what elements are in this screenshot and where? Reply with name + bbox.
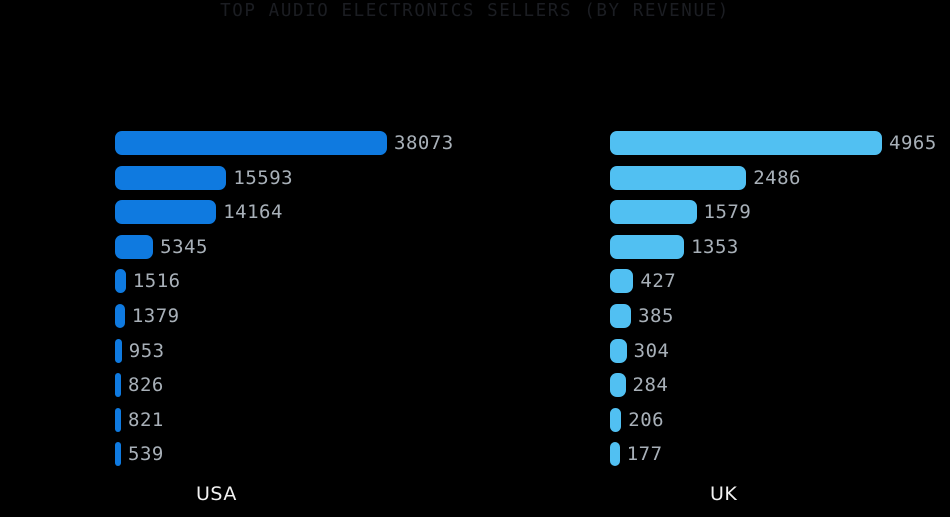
bar[interactable] (610, 338, 627, 363)
bar-value-label: 284 (632, 374, 669, 397)
bar-value-label: 4965 (889, 132, 937, 154)
bar[interactable] (115, 131, 387, 155)
bar-value-label: 206 (628, 408, 665, 431)
bar[interactable] (610, 442, 620, 467)
bar[interactable] (115, 373, 121, 398)
bar-row: 385 (610, 304, 673, 328)
bar-row: 38073 (115, 131, 453, 155)
bar-value-label: 385 (638, 305, 674, 327)
bar-value-label: 304 (633, 339, 670, 362)
bar[interactable] (610, 373, 626, 398)
chart-panel-uk: 4965 2486 1579 1353 427 385 304 284 206 177 (495, 0, 950, 517)
bar-value-label: 1379 (131, 305, 180, 327)
bar-value-label: 539 (128, 443, 164, 466)
bar-row: 1579 (610, 200, 751, 225)
bar-row: 953 (115, 338, 164, 363)
bar-row: 4965 (610, 131, 936, 155)
bar-value-label: 2486 (753, 166, 801, 189)
bar-row: 14164 (115, 200, 282, 225)
bar[interactable] (115, 269, 126, 294)
bar-row: 15593 (115, 165, 293, 190)
bar[interactable] (610, 407, 622, 432)
bar-row: 2486 (610, 165, 800, 190)
bar-value-label: 427 (640, 270, 677, 293)
bar-value-label: 826 (128, 374, 164, 397)
bar[interactable] (610, 304, 632, 328)
bar-row: 177 (610, 442, 662, 467)
bar-value-label: 821 (128, 408, 164, 431)
bar-row: 5345 (115, 234, 207, 259)
bar-row: 821 (115, 407, 163, 432)
bar-value-label: 177 (626, 443, 663, 466)
bar-value-label: 14164 (223, 201, 283, 224)
bar-row: 206 (610, 407, 664, 432)
bar[interactable] (610, 269, 634, 294)
bar[interactable] (115, 234, 154, 259)
bar[interactable] (610, 165, 747, 190)
bar-value-label: 38073 (394, 132, 454, 154)
bar-value-label: 1353 (691, 235, 739, 258)
bar[interactable] (610, 234, 685, 259)
bar[interactable] (610, 200, 697, 225)
bar-value-label: 5345 (160, 235, 208, 258)
bar[interactable] (115, 338, 122, 363)
bar-row: 826 (115, 373, 163, 398)
bar-row: 1353 (610, 234, 738, 259)
bar-row: 304 (610, 338, 669, 363)
bar-value-label: 1516 (132, 270, 181, 293)
bar[interactable] (115, 165, 227, 190)
bar-row: 284 (610, 373, 668, 398)
bar-value-label: 1579 (703, 201, 752, 224)
bar[interactable] (115, 442, 121, 467)
bar[interactable] (610, 131, 882, 155)
chart-title: TOP AUDIO ELECTRONICS SELLERS (BY REVENU… (220, 1, 730, 21)
bar-value-label: 953 (128, 339, 165, 362)
bar[interactable] (115, 200, 217, 225)
bar[interactable] (115, 407, 121, 432)
bar[interactable] (115, 304, 125, 328)
chart-panel-usa: 38073 15593 14164 5345 1516 1379 953 826 821 539 (115, 131, 453, 467)
bar-row: 427 (610, 269, 676, 294)
bar-row: 539 (115, 442, 163, 467)
group-axis-label-uk: UK (710, 483, 738, 505)
bar-row: 1516 (115, 269, 180, 294)
bar-row: 1379 (115, 304, 179, 328)
bar-value-label: 15593 (233, 166, 294, 189)
group-axis-label-usa: USA (196, 483, 237, 505)
